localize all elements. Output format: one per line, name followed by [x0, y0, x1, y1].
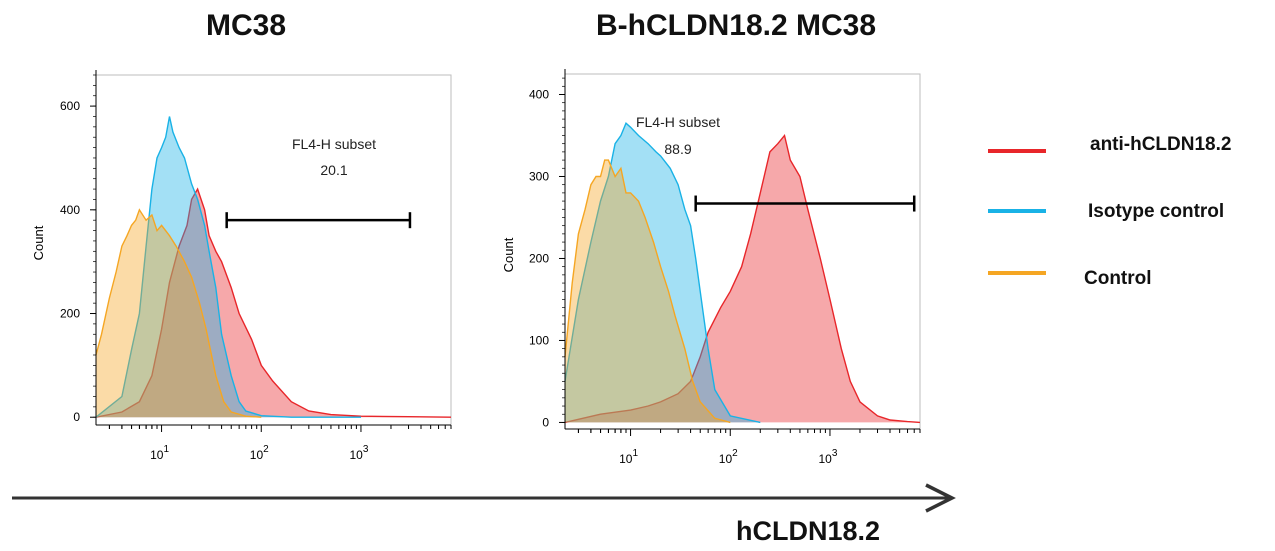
y-axis-label: Count [501, 237, 516, 272]
y-tick-label: 0 [542, 415, 549, 429]
y-tick-label: 400 [529, 87, 549, 101]
series-line-2 [564, 159, 731, 424]
series-line-1 [564, 122, 761, 424]
gate: FL4-H subset 88.9 [636, 114, 916, 212]
legend: anti-hCLDN18.2 Isotype control Control [988, 134, 1231, 289]
series-area-2 [96, 209, 262, 418]
y-tick-label: 100 [529, 333, 549, 347]
x-tick-label: 101 [150, 444, 169, 462]
arrow-head [925, 483, 956, 513]
series-layer [95, 116, 452, 418]
x-tick-label: 102 [250, 444, 269, 462]
gate-name: FL4-H subset [292, 136, 376, 152]
y-tick-label: 0 [73, 410, 80, 424]
x-tick-label: 103 [350, 444, 369, 462]
gate-value: 20.1 [320, 162, 347, 178]
series-area-1 [96, 116, 361, 418]
x-tick-label: 103 [819, 448, 838, 466]
series-area-2 [565, 160, 731, 423]
chart-title: MC38 [206, 9, 286, 42]
series-line-0 [95, 187, 452, 418]
gate-value: 88.9 [664, 141, 691, 157]
histogram-panel-b-hcldn18-2-mc38: B-hCLDN18.2 MC38 Count 0 100 200 300 400 101 1… [501, 9, 921, 466]
y-tick-label: 600 [60, 99, 80, 113]
legend-label: Control [1084, 268, 1152, 289]
axis-layer: 0 100 200 300 400 101 102 103 [529, 69, 921, 466]
x-tick-label: 101 [619, 448, 638, 466]
legend-item-control: Control [988, 268, 1152, 289]
y-tick-label: 200 [60, 307, 80, 321]
series-area-0 [96, 189, 451, 418]
x-tick-label: 102 [719, 448, 738, 466]
hcldn18-2-axis-arrow: hCLDN18.2 [12, 483, 956, 546]
series-area-0 [565, 135, 920, 423]
arrow-label: hCLDN18.2 [736, 516, 880, 546]
legend-label: Isotype control [1088, 201, 1224, 222]
series-line-0 [564, 133, 921, 424]
legend-label: anti-hCLDN18.2 [1090, 134, 1231, 155]
y-tick-label: 400 [60, 203, 80, 217]
y-tick-label: 300 [529, 169, 549, 183]
chart-title: B-hCLDN18.2 MC38 [596, 9, 876, 42]
legend-item-anti-hcldn18-2: anti-hCLDN18.2 [988, 134, 1231, 155]
series-layer [564, 122, 921, 424]
gate-name: FL4-H subset [636, 114, 720, 130]
series-line-1 [95, 116, 361, 418]
gate: FL4-H subset 20.1 [225, 136, 412, 229]
y-axis-label: Count [31, 225, 46, 260]
histogram-panel-mc38: MC38 Count 0 200 400 600 101 102 103 FL4-H sub… [31, 9, 452, 462]
legend-item-isotype-control: Isotype control [988, 201, 1224, 222]
series-line-2 [95, 208, 262, 418]
y-tick-label: 200 [529, 251, 549, 265]
